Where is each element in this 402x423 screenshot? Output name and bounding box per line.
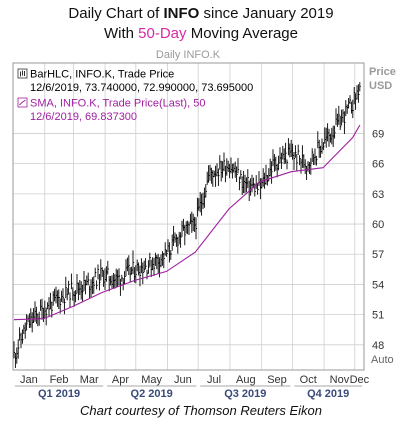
quarter-label: Q2 2019 bbox=[131, 388, 173, 400]
month-label: Apr bbox=[112, 374, 129, 386]
y-tick-label: 60 bbox=[372, 219, 384, 231]
axis-title-price: Price bbox=[369, 66, 396, 78]
y-tick-label: 69 bbox=[372, 128, 384, 140]
month-label: Jul bbox=[207, 374, 221, 386]
month-label: Dec bbox=[350, 374, 370, 386]
legend-bar-label: BarHLC, INFO.K, Trade Price bbox=[30, 69, 174, 81]
legend-sma-values: 12/6/2019, 69.837300 bbox=[30, 111, 137, 123]
legend-bar-values: 12/6/2019, 73.740000, 72.990000, 73.6950… bbox=[30, 82, 253, 94]
hlc-bars bbox=[13, 82, 361, 368]
x-axis-months: Jan Feb Mar Apr May Jun Jul Aug Sep Oct Nov Dec bbox=[20, 374, 370, 386]
month-label: May bbox=[141, 374, 162, 386]
quarter-label: Q3 2019 bbox=[224, 388, 266, 400]
ticker-symbol: INFO bbox=[163, 5, 200, 22]
month-label: Oct bbox=[300, 374, 317, 386]
legend-sma-icon bbox=[19, 99, 26, 106]
y-axis: 48 51 54 57 60 63 66 69 bbox=[372, 128, 384, 351]
sma-line bbox=[13, 124, 361, 321]
month-label: Feb bbox=[50, 374, 69, 386]
title-line-2: With 50-Day Moving Average bbox=[104, 25, 298, 42]
y-tick-label: 63 bbox=[372, 189, 384, 201]
legend-bar-icon bbox=[20, 70, 25, 77]
month-label: Jun bbox=[174, 374, 192, 386]
axis-title-auto: Auto bbox=[371, 354, 394, 366]
x-axis-quarters: Q1 2019 Q2 2019 Q3 2019 Q4 2019 bbox=[15, 385, 362, 400]
price-chart: Daily INFO.K Price USD Auto 48 51 54 57 60 63… bbox=[12, 49, 396, 400]
y-tick-label: 51 bbox=[372, 310, 384, 322]
legend: BarHLC, INFO.K, Trade Price 12/6/2019, 7… bbox=[17, 69, 253, 123]
month-label: Jan bbox=[20, 374, 38, 386]
moving-average-period: 50-Day bbox=[138, 25, 187, 42]
title-line-1: Daily Chart of INFO since January 2019 bbox=[68, 5, 334, 22]
legend-sma-label: SMA, INFO.K, Trade Price(Last), 50 bbox=[30, 98, 205, 110]
month-label: Sep bbox=[267, 374, 287, 386]
y-tick-label: 66 bbox=[372, 159, 384, 171]
gridlines bbox=[13, 63, 364, 370]
month-label: Mar bbox=[80, 374, 99, 386]
plot-frame bbox=[12, 62, 365, 371]
y-tick-label: 48 bbox=[372, 340, 384, 352]
chart-caption: Chart courtesy of Thomson Reuters Eikon bbox=[79, 403, 323, 418]
month-label: Aug bbox=[236, 374, 256, 386]
axis-title-unit: USD bbox=[369, 80, 392, 92]
y-tick-label: 57 bbox=[372, 249, 384, 261]
month-label: Nov bbox=[330, 374, 350, 386]
y-tick-label: 54 bbox=[372, 279, 384, 291]
price-bars bbox=[13, 82, 361, 368]
quarter-label: Q1 2019 bbox=[38, 388, 80, 400]
chart-title: Daily Chart of INFO since January 2019 W… bbox=[0, 4, 402, 44]
panel-title: Daily INFO.K bbox=[156, 49, 221, 61]
quarter-label: Q4 2019 bbox=[307, 388, 349, 400]
